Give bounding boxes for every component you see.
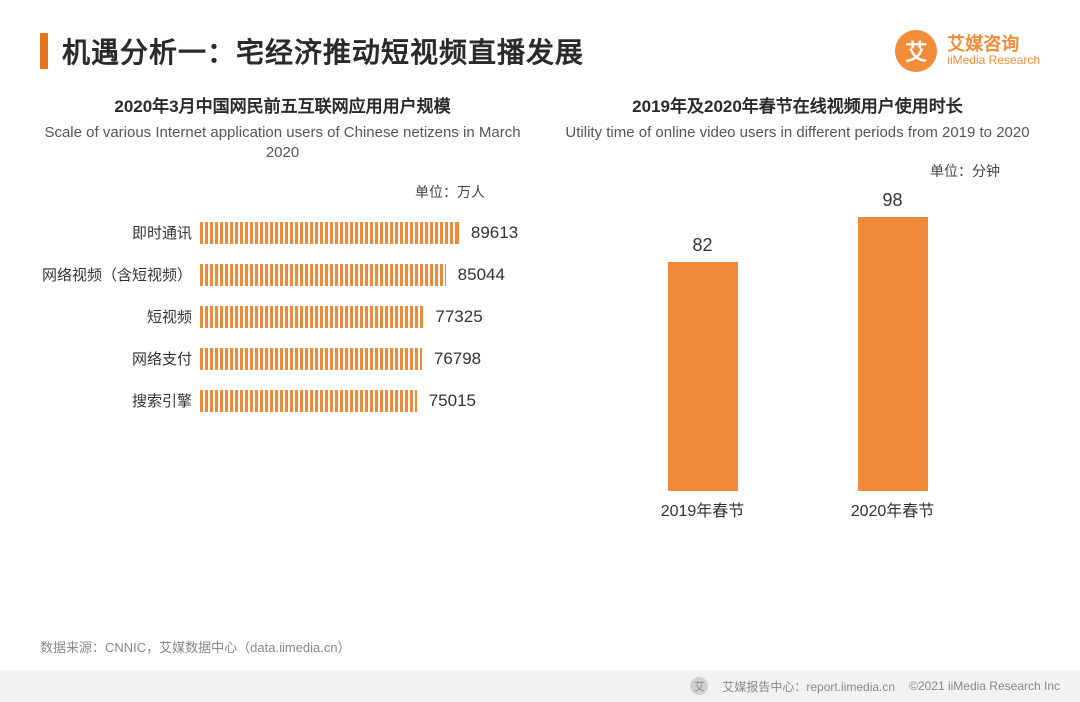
- vbar-label: 2020年春节: [851, 497, 935, 521]
- header: 机遇分析一：宅经济推动短视频直播发展 艾 艾媒咨询 iiMedia Resear…: [0, 0, 1080, 72]
- left-chart: 2020年3月中国网民前五互联网应用用户规模 Scale of various …: [40, 92, 525, 531]
- hbar-label: 短视频: [40, 306, 200, 327]
- charts-container: 2020年3月中国网民前五互联网应用用户规模 Scale of various …: [0, 72, 1080, 531]
- left-chart-title-en: Scale of various Internet application us…: [40, 123, 525, 164]
- footer-logo-icon: 艾: [690, 677, 708, 695]
- hbar-label: 网络支付: [40, 348, 200, 369]
- hbar: [200, 348, 422, 370]
- page-title: 机遇分析一：宅经济推动短视频直播发展: [62, 31, 584, 71]
- vbar-container: 822019年春节982020年春节: [555, 191, 1040, 531]
- right-chart: 2019年及2020年春节在线视频用户使用时长 Utility time of …: [555, 92, 1040, 531]
- logo: 艾 艾媒咨询 iiMedia Research: [895, 30, 1040, 72]
- logo-cn: 艾媒咨询: [947, 34, 1040, 55]
- hbar-value: 76798: [434, 349, 481, 369]
- hbar-row: 网络支付 76798: [40, 348, 525, 370]
- right-chart-unit: 单位：分钟: [555, 161, 1040, 181]
- hbar-track: 77325: [200, 306, 525, 328]
- hbar-value: 77325: [435, 307, 482, 327]
- hbar: [200, 264, 446, 286]
- hbar-row: 即时通讯 89613: [40, 222, 525, 244]
- hbar-row: 搜索引擎 75015: [40, 390, 525, 412]
- hbar-row: 网络视频（含短视频） 85044: [40, 264, 525, 286]
- title-accent-bar: [40, 33, 48, 69]
- left-chart-title-cn: 2020年3月中国网民前五互联网应用用户规模: [40, 92, 525, 117]
- hbar: [200, 306, 423, 328]
- hbar-label: 搜索引擎: [40, 390, 200, 411]
- hbar-value: 89613: [471, 223, 518, 243]
- vbar-value: 98: [882, 190, 902, 211]
- right-chart-title-en: Utility time of online video users in di…: [555, 123, 1040, 143]
- hbar-value: 85044: [458, 265, 505, 285]
- hbar-label: 即时通讯: [40, 222, 200, 243]
- right-chart-title-cn: 2019年及2020年春节在线视频用户使用时长: [555, 92, 1040, 117]
- hbar: [200, 390, 417, 412]
- footer-center: 艾媒报告中心：report.iimedia.cn: [722, 678, 895, 695]
- logo-en: iiMedia Research: [947, 54, 1040, 68]
- left-chart-unit: 单位：万人: [40, 182, 525, 202]
- hbar-row: 短视频 77325: [40, 306, 525, 328]
- vbar-wrap: 822019年春节: [668, 235, 738, 492]
- hbar-track: 76798: [200, 348, 525, 370]
- vbar-label: 2019年春节: [661, 497, 745, 521]
- logo-text: 艾媒咨询 iiMedia Research: [947, 34, 1040, 68]
- hbar-value: 75015: [429, 391, 476, 411]
- hbar-track: 89613: [200, 222, 525, 244]
- footer: 艾 艾媒报告中心：report.iimedia.cn ©2021 iiMedia…: [0, 670, 1080, 702]
- hbar-track: 75015: [200, 390, 525, 412]
- title-block: 机遇分析一：宅经济推动短视频直播发展: [40, 31, 584, 71]
- vbar: [668, 262, 738, 492]
- hbar: [200, 222, 459, 244]
- data-source: 数据来源：CNNIC，艾媒数据中心（data.iimedia.cn）: [40, 637, 351, 656]
- hbar-container: 即时通讯 89613 网络视频（含短视频） 85044 短视频 77325 网络支付 7679…: [40, 222, 525, 412]
- vbar-wrap: 982020年春节: [858, 190, 928, 491]
- vbar-value: 82: [692, 235, 712, 256]
- logo-icon: 艾: [895, 30, 937, 72]
- footer-copyright: ©2021 iiMedia Research Inc: [909, 679, 1060, 693]
- vbar: [858, 217, 928, 491]
- hbar-track: 85044: [200, 264, 525, 286]
- hbar-label: 网络视频（含短视频）: [40, 264, 200, 285]
